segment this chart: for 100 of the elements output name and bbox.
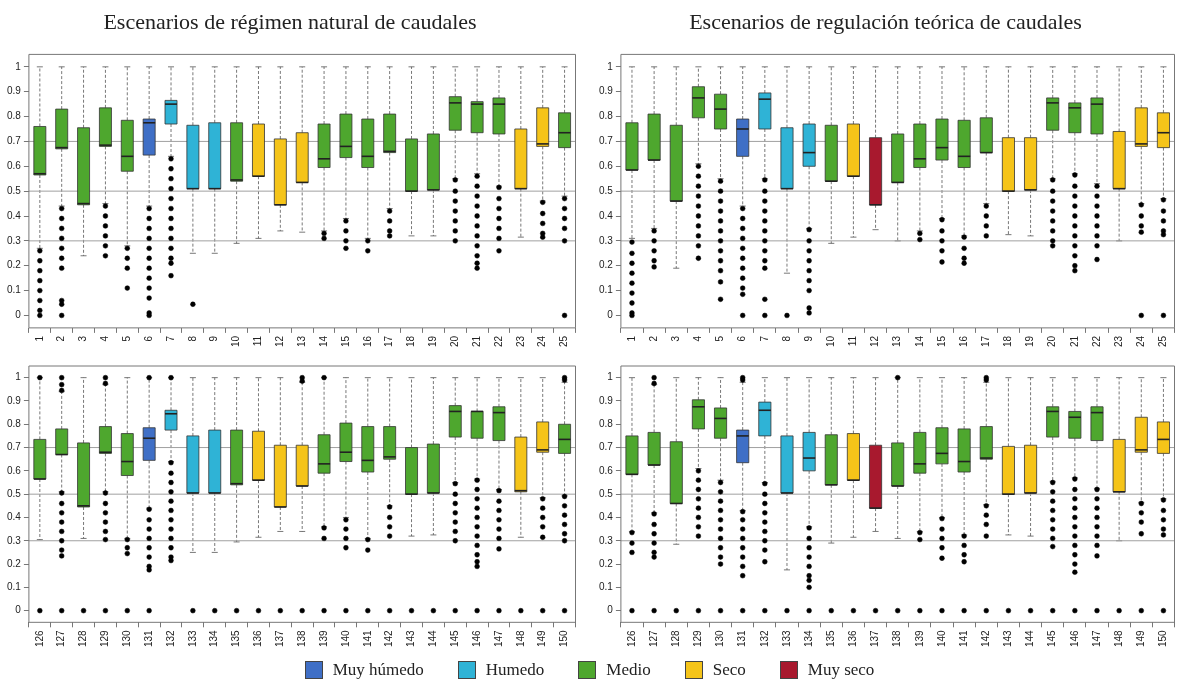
- y-tick-label: 0.8: [599, 110, 614, 122]
- y-tick-label: 0.2: [7, 259, 22, 271]
- y-tick-label: 0.1: [599, 284, 614, 296]
- x-tick-label: 130: [121, 629, 133, 647]
- x-tick-label: 22: [492, 335, 504, 347]
- y-tick-label: 0: [607, 604, 614, 616]
- y-tick-label: 0.4: [7, 511, 22, 523]
- x-tick-label: 23: [1112, 335, 1124, 347]
- x-tick-label: 15: [935, 335, 947, 347]
- x-tick-label: 126: [33, 629, 45, 647]
- x-tick-label: 148: [514, 629, 526, 647]
- x-tick-label: 11: [847, 335, 859, 347]
- y-tick-label: 0.9: [599, 85, 614, 97]
- y-tick-label: 0.2: [599, 557, 614, 569]
- chart-title: Escenarios de regulación teórica de caudales: [689, 8, 1082, 34]
- x-tick-label: 144: [427, 629, 439, 647]
- chart-title: Escenarios de régimen natural de caudales: [103, 8, 477, 34]
- x-tick-label: 1: [625, 335, 637, 342]
- x-tick-label: 143: [405, 629, 417, 647]
- x-tick-label: 14: [317, 335, 329, 347]
- y-tick-label: 0.8: [7, 418, 22, 429]
- y-tick-label: 0.3: [7, 234, 22, 246]
- x-tick-label: 147: [1090, 629, 1102, 647]
- y-tick-label: 0: [15, 309, 22, 321]
- y-tick-label: 0.3: [599, 534, 614, 546]
- x-tick-label: 5: [121, 335, 133, 342]
- x-tick-label: 8: [780, 335, 792, 342]
- y-tick-label: 0.6: [7, 160, 22, 172]
- x-tick-label: 9: [208, 335, 220, 342]
- x-tick-label: 135: [825, 629, 837, 647]
- y-tick-label: 0.7: [7, 441, 22, 453]
- x-tick-label: 11: [252, 335, 264, 347]
- x-tick-label: 139: [913, 629, 925, 647]
- y-tick-label: 0.7: [599, 441, 614, 453]
- x-tick-label: 13: [295, 335, 307, 347]
- x-tick-label: 140: [935, 629, 947, 647]
- x-tick-label: 16: [957, 335, 969, 347]
- legend-label: Medio: [606, 660, 651, 680]
- x-tick-label: 7: [164, 335, 176, 342]
- x-tick-label: 18: [405, 335, 417, 347]
- x-tick-label: 138: [295, 629, 307, 647]
- x-tick-label: 133: [186, 629, 198, 647]
- x-tick-label: 1: [33, 335, 45, 342]
- x-tick-label: 127: [647, 629, 659, 647]
- x-tick-label: 133: [780, 629, 792, 647]
- x-tick-label: 7: [758, 335, 770, 342]
- x-tick-label: 136: [847, 629, 859, 647]
- y-tick-label: 1: [15, 371, 22, 383]
- x-tick-label: 147: [492, 629, 504, 647]
- x-tick-label: 142: [383, 629, 395, 647]
- x-tick-label: 143: [1002, 629, 1014, 647]
- x-tick-label: 25: [1157, 335, 1169, 347]
- x-tick-label: 128: [77, 629, 89, 647]
- y-tick-label: 0.7: [599, 135, 614, 147]
- x-tick-label: 2: [55, 335, 67, 342]
- x-tick-label: 19: [427, 335, 439, 347]
- y-tick-label: 0: [607, 309, 614, 321]
- x-tick-label: 17: [383, 335, 395, 347]
- x-tick-label: 6: [142, 335, 154, 342]
- x-tick-label: 138: [891, 629, 903, 647]
- y-tick-label: 0.9: [599, 394, 614, 406]
- x-tick-label: 134: [208, 629, 220, 647]
- y-tick-label: 0.8: [7, 110, 22, 122]
- x-tick-label: 149: [536, 629, 548, 647]
- legend-label: Seco: [712, 660, 746, 680]
- x-tick-label: 129: [692, 629, 704, 647]
- x-tick-label: 141: [361, 629, 373, 647]
- y-tick-label: 0.9: [7, 394, 22, 406]
- x-tick-label: 21: [470, 335, 482, 347]
- x-tick-label: 141: [957, 629, 969, 647]
- x-tick-label: 19: [1024, 335, 1036, 347]
- y-tick-label: 0.1: [599, 581, 614, 593]
- x-tick-label: 148: [1112, 629, 1124, 647]
- y-tick-label: 0.6: [599, 160, 614, 172]
- x-tick-label: 22: [1090, 335, 1102, 347]
- x-tick-label: 25: [558, 335, 570, 347]
- y-tick-label: 0.9: [7, 85, 22, 97]
- x-tick-label: 14: [913, 335, 925, 347]
- y-tick-label: 0.6: [599, 464, 614, 476]
- legend-label: Humedo: [485, 660, 545, 680]
- y-tick-label: 0.3: [599, 234, 614, 246]
- x-tick-label: 13: [891, 335, 903, 347]
- x-tick-label: 6: [736, 335, 748, 342]
- y-tick-label: 0.6: [7, 464, 22, 476]
- x-tick-label: 24: [536, 335, 548, 347]
- x-tick-label: 135: [230, 629, 242, 647]
- x-tick-label: 126: [625, 629, 637, 647]
- y-tick-label: 0.1: [7, 284, 22, 296]
- x-tick-label: 142: [980, 629, 992, 647]
- x-tick-label: 8: [186, 335, 198, 342]
- x-tick-label: 129: [99, 629, 111, 647]
- x-tick-label: 20: [1046, 335, 1058, 347]
- x-tick-label: 134: [802, 629, 814, 647]
- y-tick-label: 0.4: [599, 209, 614, 221]
- y-tick-label: 1: [607, 60, 614, 72]
- x-tick-label: 2: [647, 335, 659, 342]
- x-tick-label: 146: [1068, 629, 1080, 647]
- x-tick-label: 12: [274, 335, 286, 347]
- x-tick-label: 131: [736, 629, 748, 647]
- legend-label: Muy seco: [807, 660, 875, 680]
